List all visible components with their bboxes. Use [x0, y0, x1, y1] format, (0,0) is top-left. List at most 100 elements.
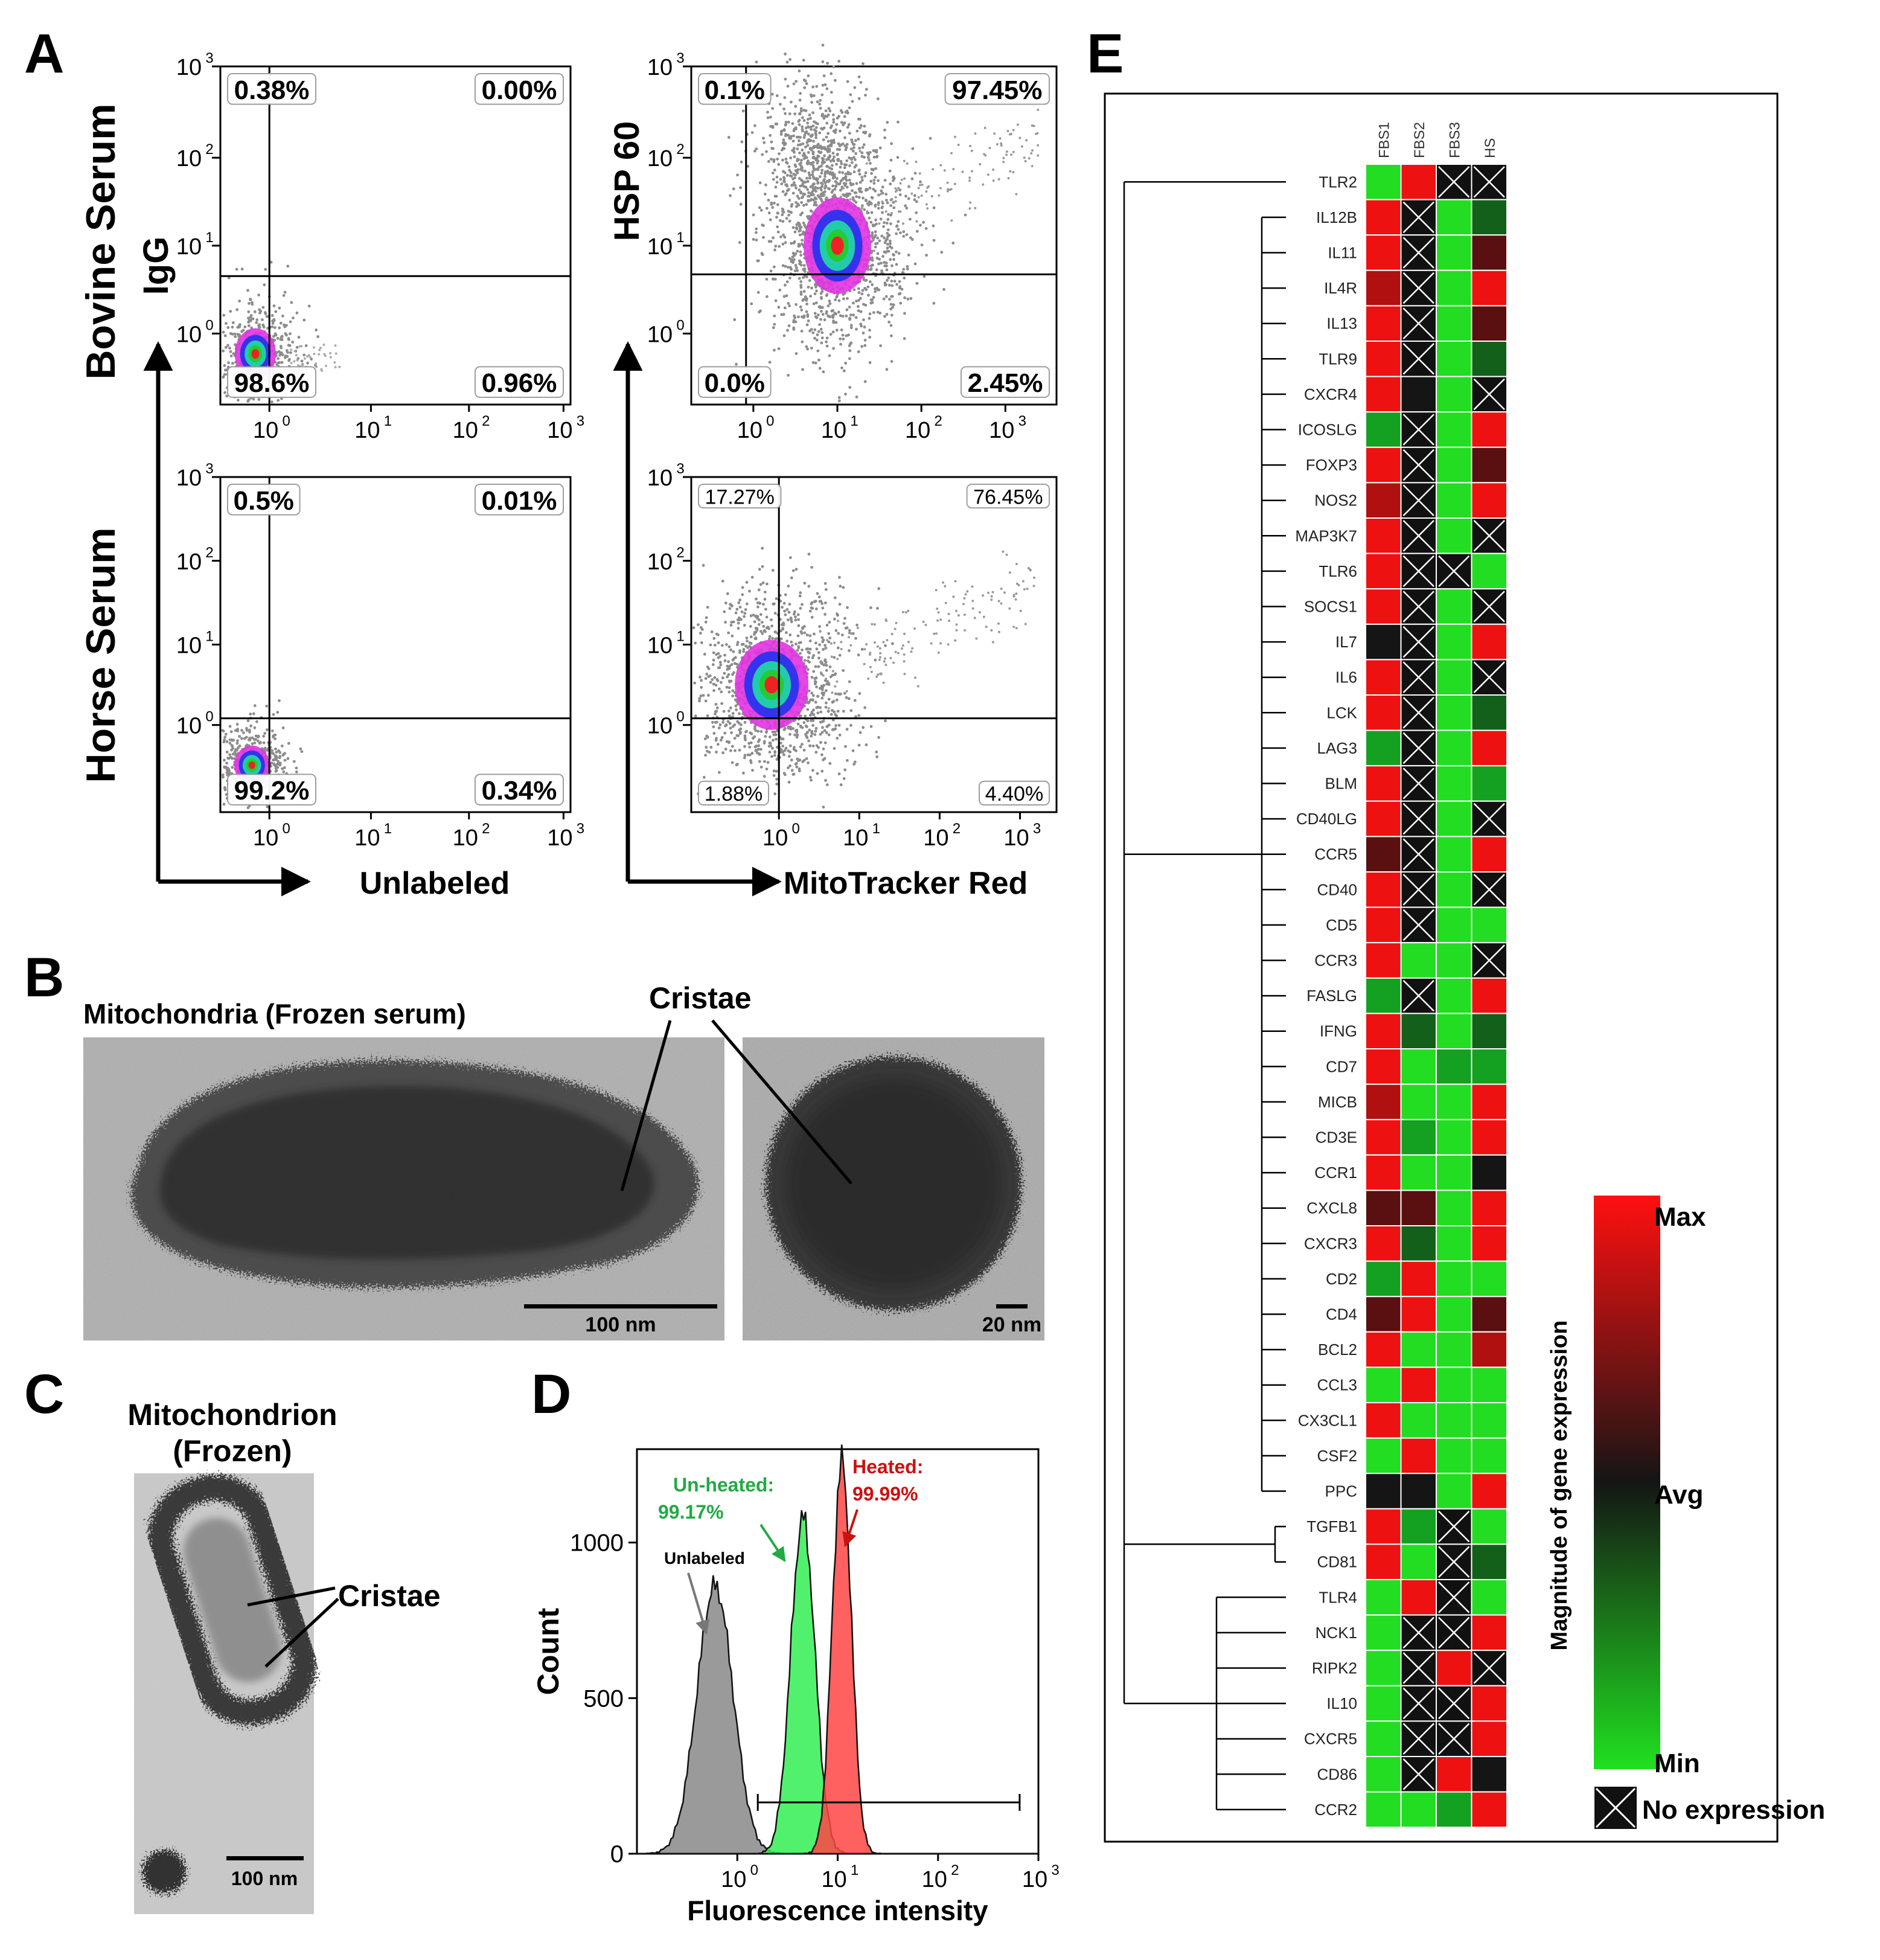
event-dot — [779, 103, 782, 106]
event-dot — [767, 199, 770, 202]
heatmap-cell — [1436, 305, 1472, 342]
event-dot — [222, 802, 226, 806]
event-dot — [897, 252, 901, 255]
event-dot — [800, 179, 804, 182]
event-dot — [835, 698, 839, 702]
event-dot — [799, 725, 802, 729]
event-dot — [784, 241, 787, 245]
event-dot — [728, 714, 731, 718]
event-dot — [277, 361, 280, 365]
event-dot — [983, 126, 986, 129]
event-dot — [277, 357, 280, 360]
event-dot — [842, 777, 846, 780]
event-dot — [263, 311, 267, 314]
event-dot — [713, 644, 717, 647]
event-dot — [878, 312, 881, 315]
event-dot — [833, 656, 836, 659]
event-dot — [840, 121, 843, 124]
heatmap-cell — [1471, 1013, 1508, 1050]
event-dot — [913, 627, 916, 630]
event-dot — [721, 676, 724, 680]
event-dot — [784, 613, 787, 617]
event-dot — [745, 636, 749, 639]
event-dot — [808, 147, 812, 150]
event-dot — [816, 333, 819, 336]
event-dot — [812, 146, 816, 149]
event-dot — [782, 728, 786, 731]
event-dot — [974, 207, 977, 210]
event-dot — [932, 239, 936, 242]
event-dot — [807, 552, 811, 556]
event-dot — [833, 641, 836, 644]
event-dot — [787, 618, 790, 621]
event-dot — [233, 750, 237, 754]
event-dot — [798, 233, 802, 237]
x-tick-exponent: 0 — [283, 413, 290, 429]
event-dot — [899, 182, 902, 185]
event-dot — [728, 722, 732, 725]
event-dot — [249, 314, 253, 317]
event-dot — [863, 279, 867, 282]
event-dot — [872, 238, 875, 241]
heatmap-cell — [1436, 1296, 1472, 1333]
event-dot — [825, 783, 829, 786]
event-dot — [235, 723, 239, 726]
event-dot — [842, 709, 845, 713]
event-dot — [753, 124, 756, 127]
event-dot — [738, 241, 741, 245]
event-dot — [872, 311, 875, 314]
event-dot — [810, 778, 813, 782]
gene-label: MAP3K7 — [1295, 527, 1357, 545]
event-dot — [895, 232, 898, 235]
event-dot — [782, 313, 785, 316]
event-dot — [315, 362, 318, 365]
event-dot — [863, 662, 866, 665]
gene-label: CD81 — [1317, 1553, 1357, 1571]
event-dot — [872, 155, 876, 159]
event-dot — [799, 745, 802, 749]
event-dot — [838, 170, 842, 174]
event-dot — [280, 335, 284, 338]
event-dot — [883, 261, 886, 264]
event-dot — [875, 675, 878, 678]
heatmap-cell — [1471, 1685, 1508, 1722]
event-dot — [782, 623, 785, 627]
event-dot — [769, 240, 773, 243]
event-dot — [869, 267, 873, 271]
event-dot — [849, 198, 852, 201]
x-tick-exponent: 2 — [934, 413, 942, 429]
event-dot — [964, 629, 967, 632]
event-dot — [849, 313, 852, 316]
event-dot — [879, 652, 882, 655]
event-dot — [800, 330, 804, 333]
event-dot — [825, 340, 828, 344]
event-dot — [731, 634, 734, 638]
event-dot — [828, 302, 832, 306]
event-dot — [773, 168, 776, 171]
event-dot — [694, 641, 697, 645]
event-dot — [251, 303, 254, 306]
event-dot — [905, 207, 909, 210]
event-dot — [223, 373, 226, 376]
flow-plot-horse-igg: 0.5% 0.01%99.2% 0.34%10 010 110 210 310 0 10 1 10 2… — [176, 461, 584, 851]
event-dot — [806, 647, 810, 650]
heatmap-cell — [1436, 1083, 1472, 1121]
heatmap-cell — [1365, 1366, 1402, 1403]
event-dot — [279, 321, 283, 325]
y-tick-label: 10 — [176, 146, 202, 171]
event-dot — [693, 681, 696, 685]
event-dot — [857, 350, 860, 353]
event-dot — [799, 107, 803, 110]
event-dot — [795, 352, 798, 355]
event-dot — [858, 731, 862, 734]
event-dot — [229, 310, 232, 313]
event-dot — [222, 313, 226, 317]
event-dot — [803, 659, 807, 662]
event-dot — [779, 235, 782, 239]
event-dot — [703, 653, 706, 656]
y-tick-exponent: 3 — [205, 461, 213, 477]
event-dot — [739, 186, 742, 190]
heatmap-cell — [1365, 588, 1402, 625]
event-dot — [884, 199, 888, 202]
